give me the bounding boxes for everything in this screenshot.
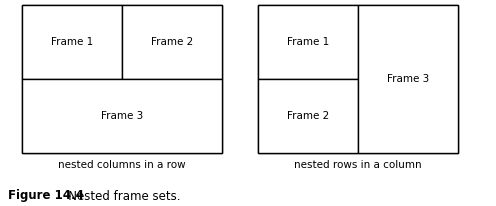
Bar: [258, 5, 358, 79]
Bar: [22, 5, 122, 79]
Bar: [258, 79, 358, 153]
Bar: [258, 5, 458, 153]
Text: Frame 1: Frame 1: [287, 37, 329, 47]
Bar: [22, 79, 222, 153]
Text: Nested frame sets.: Nested frame sets.: [57, 190, 181, 202]
Bar: [22, 5, 222, 153]
Bar: [358, 5, 458, 153]
Text: Figure 14.4: Figure 14.4: [8, 190, 84, 202]
Bar: [122, 5, 222, 79]
Text: Frame 1: Frame 1: [51, 37, 93, 47]
Text: nested columns in a row: nested columns in a row: [58, 160, 186, 170]
Text: Frame 2: Frame 2: [151, 37, 193, 47]
Text: Frame 3: Frame 3: [101, 111, 143, 121]
Text: nested rows in a column: nested rows in a column: [294, 160, 422, 170]
Text: Frame 2: Frame 2: [287, 111, 329, 121]
Text: Frame 3: Frame 3: [387, 74, 429, 84]
